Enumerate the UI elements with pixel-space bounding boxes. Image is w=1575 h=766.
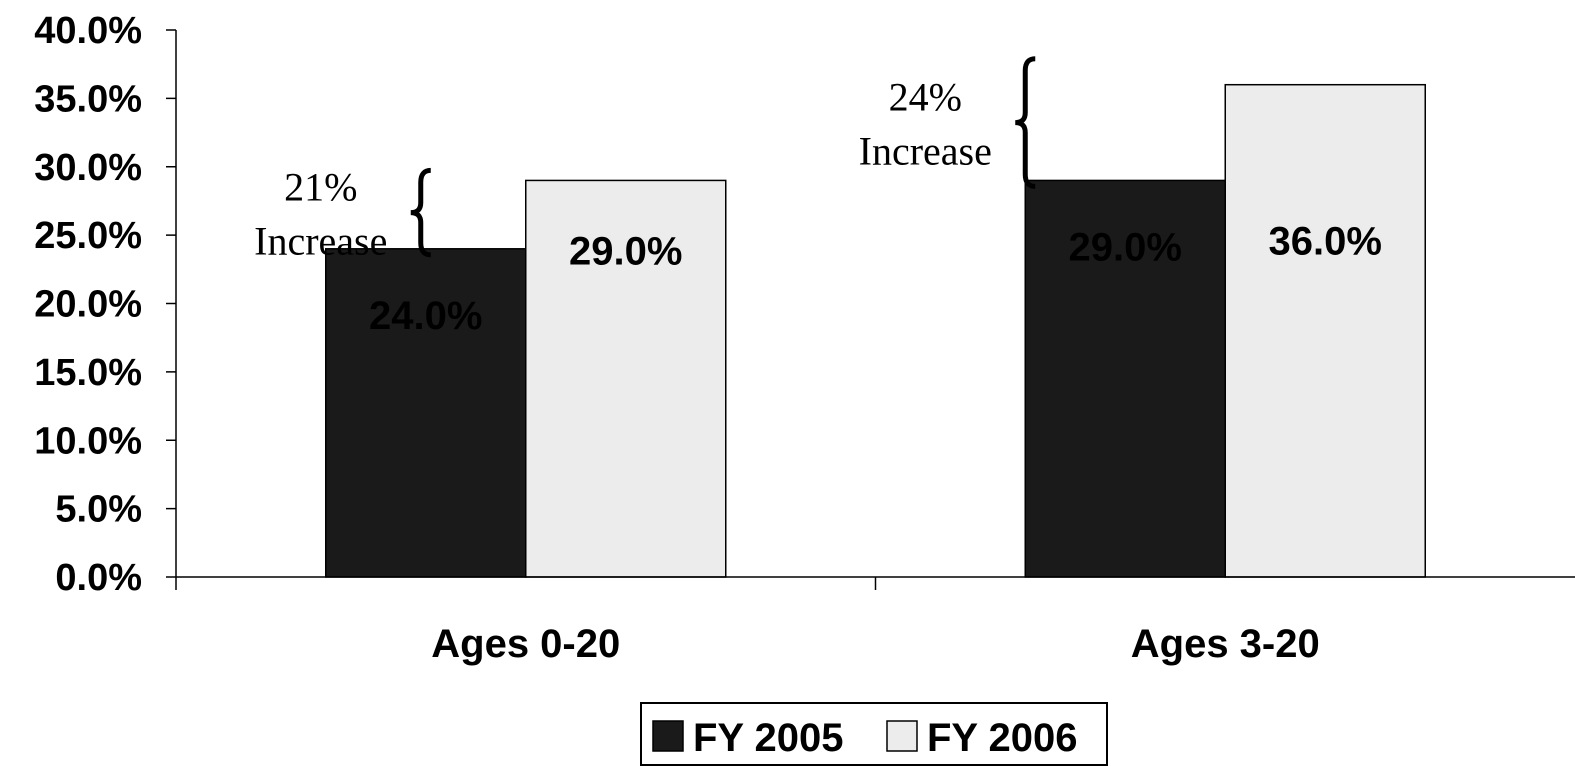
y-tick-label: 30.0% xyxy=(34,147,142,189)
data-label: 24.0% xyxy=(369,294,482,338)
bar-fy2006-0 xyxy=(525,179,727,578)
annotations-layer: 21% Increase 24% Increase xyxy=(254,56,1036,264)
annotation-percent: 24% xyxy=(889,75,962,120)
category-label: Ages 3-20 xyxy=(1131,622,1320,666)
y-tick-label: 40.0% xyxy=(34,10,142,52)
category-label: Ages 0-20 xyxy=(431,622,620,666)
bar-fy2006-1 xyxy=(1224,83,1426,578)
bar-fy2005-0 xyxy=(325,248,527,578)
legend-box xyxy=(640,702,1108,766)
axes-layer: 0.0% 5.0% 10.0% 15.0% 20.0% 25.0% 30.0% 35.0% 40… xyxy=(34,10,1575,666)
y-tick-label: 5.0% xyxy=(55,489,142,531)
y-tick-label: 15.0% xyxy=(34,352,142,394)
increase-brace xyxy=(410,167,431,258)
y-tick-label: 10.0% xyxy=(34,420,142,462)
data-label: 29.0% xyxy=(569,229,682,273)
y-tick-label: 0.0% xyxy=(55,557,142,599)
legend: FY 2005 FY 2006 xyxy=(640,702,1108,766)
legend-swatch-fy2005 xyxy=(652,720,684,752)
annotation-percent: 21% xyxy=(284,165,357,210)
data-label: 36.0% xyxy=(1269,220,1382,264)
increase-brace xyxy=(1015,56,1036,189)
annotation-increase: Increase xyxy=(859,129,992,174)
annotation-increase: Increase xyxy=(254,219,387,264)
legend-label-fy2006: FY 2006 xyxy=(927,716,1078,760)
data-labels-layer: 24.0% 29.0% 29.0% 36.0% xyxy=(369,220,1382,338)
y-tick-label: 35.0% xyxy=(34,78,142,120)
legend-label-fy2005: FY 2005 xyxy=(693,716,844,760)
y-tick-label: 20.0% xyxy=(34,284,142,326)
bars-layer xyxy=(325,83,1426,578)
legend-swatch-fy2006 xyxy=(886,720,918,752)
data-label: 29.0% xyxy=(1069,225,1182,269)
bar-fy2005-1 xyxy=(1024,179,1226,578)
y-tick-label: 25.0% xyxy=(34,215,142,257)
